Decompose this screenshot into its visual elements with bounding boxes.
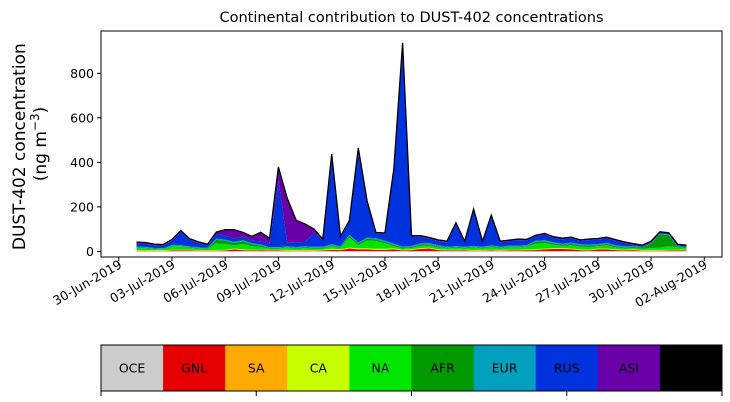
legend-label-gnl: GNL [181, 361, 207, 376]
area-aus [136, 42, 687, 246]
legend-label-oce: OCE [119, 361, 146, 376]
area-rus [136, 43, 687, 249]
y-tick-label: 0 [86, 244, 94, 259]
y-axis-label-line2: (ng m [31, 131, 51, 181]
total-outline [136, 42, 687, 246]
legend-swatch-rus [535, 345, 599, 391]
area-eur [136, 233, 687, 249]
y-tick-label: 800 [70, 66, 94, 81]
y-axis-label-line1: DUST-402 concentration [10, 43, 30, 250]
x-axis: 30-Jun-201903-Jul-201906-Jul-201909-Jul-… [50, 257, 710, 310]
y-tick-label: 200 [70, 199, 94, 214]
legend-swatch-oce [101, 345, 164, 391]
legend-swatch-aus [659, 345, 723, 391]
legend-swatch-na [349, 345, 412, 391]
legend-swatch-gnl [163, 345, 226, 391]
area-afr [136, 234, 687, 250]
area-sa [136, 248, 687, 251]
y-axis-label-close: ) [31, 107, 51, 114]
legend-swatch-afr [411, 345, 475, 391]
legend-label-eur: EUR [492, 361, 518, 376]
legend: OCE GNL SA CA NA AFR EUR RUS ASI AUS [100, 344, 723, 396]
legend-label-aus: AUS [678, 361, 704, 376]
chart-title: Continental contribution to DUST-402 con… [219, 10, 603, 26]
legend-label-na: NA [371, 361, 389, 376]
y-axis-label: DUST-402 concentration (ng m−3) [10, 38, 51, 250]
plot-frame [100, 30, 723, 258]
area-na [136, 237, 687, 251]
area-gnl [136, 248, 687, 252]
y-tick-label: 400 [70, 155, 94, 170]
legend-label-rus: RUS [554, 361, 580, 376]
legend-label-ca: CA [310, 361, 328, 376]
y-axis: 0 200 400 600 800 [70, 66, 101, 259]
legend-label-sa: SA [248, 361, 265, 376]
legend-label-afr: AFR [430, 361, 455, 376]
legend-swatch-sa [225, 345, 288, 391]
y-axis-label-exponent: −3 [28, 113, 42, 131]
legend-swatch-ca [287, 345, 350, 391]
plot-area [136, 42, 687, 252]
area-ca [136, 247, 687, 251]
y-tick-label: 600 [70, 110, 94, 125]
legend-swatch-asi [597, 345, 661, 391]
legend-swatch-eur [473, 345, 537, 391]
legend-label-asi: ASI [619, 361, 639, 376]
area-asi [136, 42, 687, 246]
